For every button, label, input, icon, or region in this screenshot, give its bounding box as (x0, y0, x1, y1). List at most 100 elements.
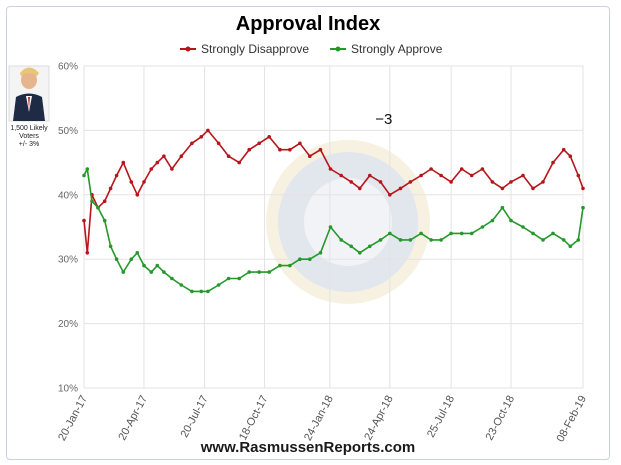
data-point[interactable] (82, 173, 86, 178)
data-point[interactable] (459, 167, 464, 171)
data-point[interactable] (531, 186, 535, 191)
data-point[interactable] (257, 270, 262, 274)
data-point[interactable] (509, 218, 513, 223)
data-point[interactable] (102, 218, 107, 223)
data-point[interactable] (135, 251, 140, 255)
data-point[interactable] (90, 199, 94, 203)
data-point[interactable] (170, 276, 174, 281)
data-point[interactable] (190, 289, 194, 294)
data-point[interactable] (257, 141, 262, 146)
data-point[interactable] (408, 180, 413, 184)
data-point[interactable] (114, 257, 119, 262)
legend-item-disapprove[interactable]: Strongly Disapprove (180, 42, 309, 56)
data-point[interactable] (358, 186, 362, 191)
data-point[interactable] (358, 251, 362, 255)
footer-url[interactable]: www.RasmussenReports.com (200, 439, 416, 456)
data-point[interactable] (199, 135, 204, 139)
data-point[interactable] (429, 238, 433, 242)
data-point[interactable] (135, 193, 140, 197)
data-point[interactable] (490, 180, 495, 184)
data-point[interactable] (388, 231, 392, 236)
data-point[interactable] (500, 205, 505, 210)
data-point[interactable] (368, 244, 372, 249)
data-point[interactable] (226, 154, 231, 158)
data-point[interactable] (85, 251, 90, 255)
data-point[interactable] (576, 173, 581, 178)
data-point[interactable] (162, 154, 166, 158)
data-point[interactable] (398, 186, 403, 191)
data-point[interactable] (149, 167, 154, 171)
data-point[interactable] (298, 141, 302, 146)
data-point[interactable] (339, 238, 344, 242)
data-point[interactable] (378, 238, 383, 242)
data-point[interactable] (102, 199, 107, 203)
data-point[interactable] (439, 173, 443, 178)
data-point[interactable] (398, 238, 403, 242)
data-point[interactable] (368, 173, 372, 178)
data-point[interactable] (439, 238, 443, 242)
data-point[interactable] (561, 147, 566, 152)
data-point[interactable] (581, 205, 585, 210)
data-point[interactable] (490, 218, 495, 223)
data-point[interactable] (247, 147, 251, 152)
data-point[interactable] (469, 231, 474, 236)
data-point[interactable] (216, 141, 221, 146)
data-point[interactable] (408, 238, 413, 242)
data-point[interactable] (121, 160, 126, 165)
data-point[interactable] (179, 283, 184, 287)
data-point[interactable] (247, 270, 251, 274)
data-point[interactable] (114, 173, 119, 178)
data-point[interactable] (121, 270, 126, 274)
data-point[interactable] (581, 186, 585, 191)
legend-item-approve[interactable]: Strongly Approve (330, 42, 443, 56)
data-point[interactable] (206, 289, 210, 294)
data-point[interactable] (521, 225, 525, 229)
data-point[interactable] (108, 186, 113, 191)
data-point[interactable] (541, 238, 545, 242)
data-point[interactable] (469, 173, 474, 178)
data-point[interactable] (155, 263, 160, 268)
data-point[interactable] (449, 180, 453, 184)
data-point[interactable] (226, 276, 231, 281)
data-point[interactable] (318, 147, 323, 152)
data-point[interactable] (339, 173, 344, 178)
data-point[interactable] (206, 128, 210, 133)
data-point[interactable] (551, 231, 555, 236)
data-point[interactable] (531, 231, 535, 236)
data-point[interactable] (349, 180, 354, 184)
data-point[interactable] (162, 270, 166, 274)
data-point[interactable] (568, 154, 573, 158)
data-point[interactable] (509, 180, 513, 184)
data-point[interactable] (419, 173, 423, 178)
data-point[interactable] (108, 244, 113, 249)
data-point[interactable] (541, 180, 545, 184)
data-point[interactable] (278, 263, 282, 268)
data-point[interactable] (349, 244, 354, 249)
data-point[interactable] (480, 225, 485, 229)
data-point[interactable] (237, 276, 241, 281)
data-point[interactable] (267, 270, 272, 274)
data-point[interactable] (237, 160, 241, 165)
data-point[interactable] (328, 167, 333, 171)
data-point[interactable] (318, 251, 323, 255)
data-point[interactable] (288, 263, 292, 268)
data-point[interactable] (308, 257, 312, 262)
data-point[interactable] (149, 270, 154, 274)
data-point[interactable] (267, 135, 272, 139)
data-point[interactable] (429, 167, 433, 171)
data-point[interactable] (388, 193, 392, 197)
data-point[interactable] (419, 231, 423, 236)
data-point[interactable] (521, 173, 525, 178)
data-point[interactable] (199, 289, 204, 294)
data-point[interactable] (480, 167, 485, 171)
data-point[interactable] (278, 147, 282, 152)
data-point[interactable] (551, 160, 555, 165)
data-point[interactable] (179, 154, 184, 158)
data-point[interactable] (129, 257, 134, 262)
data-point[interactable] (190, 141, 194, 146)
data-point[interactable] (449, 231, 453, 236)
data-point[interactable] (142, 180, 146, 184)
data-point[interactable] (308, 154, 312, 158)
data-point[interactable] (561, 238, 566, 242)
data-point[interactable] (328, 225, 333, 229)
